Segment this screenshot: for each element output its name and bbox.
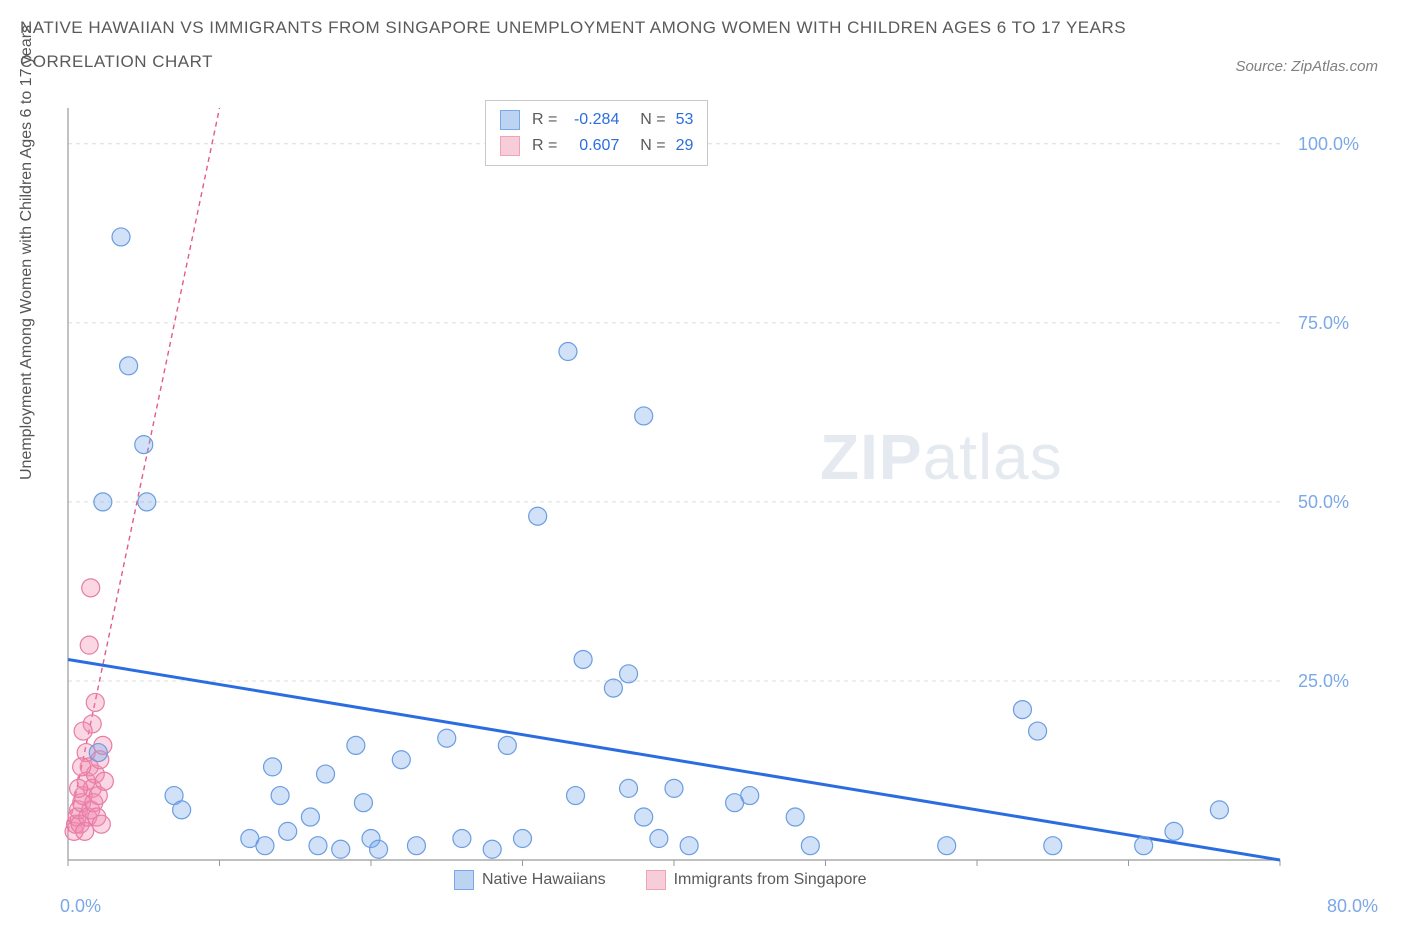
svg-text:75.0%: 75.0% [1298, 313, 1349, 333]
svg-text:50.0%: 50.0% [1298, 492, 1349, 512]
stat-n-label-0: N = [631, 111, 665, 129]
swatch-series-0 [500, 110, 520, 130]
stat-n-label-1: N = [631, 137, 665, 155]
chart-area: 25.0% 50.0% 75.0% 100.0% [60, 100, 1360, 890]
scatter-plot: 25.0% 50.0% 75.0% 100.0% [60, 100, 1360, 890]
x-axis-max-label: 80.0% [1327, 896, 1378, 917]
legend-label-0: Native Hawaiians [482, 871, 606, 889]
source-attribution: Source: ZipAtlas.com [1235, 58, 1378, 75]
legend-label-1: Immigrants from Singapore [674, 871, 867, 889]
bottom-legend: Native Hawaiians Immigrants from Singapo… [454, 870, 867, 890]
legend-swatch-1 [646, 870, 666, 890]
x-axis-min-label: 0.0% [60, 896, 101, 917]
stat-n-value-1: 29 [676, 137, 694, 155]
legend-swatch-0 [454, 870, 474, 890]
title-line-2: CORRELATION CHART [20, 52, 1386, 72]
correlation-stats-box: R = -0.284 N = 53 R = 0.607 N = 29 [485, 100, 708, 166]
swatch-series-1 [500, 136, 520, 156]
stat-r-label-1: R = [532, 137, 557, 155]
stat-n-value-0: 53 [676, 111, 694, 129]
y-axis-label: Unemployment Among Women with Children A… [18, 25, 36, 480]
svg-text:25.0%: 25.0% [1298, 671, 1349, 691]
legend-item-1: Immigrants from Singapore [646, 870, 867, 890]
svg-text:100.0%: 100.0% [1298, 134, 1359, 154]
chart-title-block: NATIVE HAWAIIAN VS IMMIGRANTS FROM SINGA… [0, 0, 1406, 72]
stats-row-series-1: R = 0.607 N = 29 [500, 133, 693, 159]
stat-r-label-0: R = [532, 111, 557, 129]
title-line-1: NATIVE HAWAIIAN VS IMMIGRANTS FROM SINGA… [20, 18, 1386, 38]
stats-row-series-0: R = -0.284 N = 53 [500, 107, 693, 133]
stat-r-value-1: 0.607 [567, 137, 619, 155]
legend-item-0: Native Hawaiians [454, 870, 606, 890]
stat-r-value-0: -0.284 [567, 111, 619, 129]
